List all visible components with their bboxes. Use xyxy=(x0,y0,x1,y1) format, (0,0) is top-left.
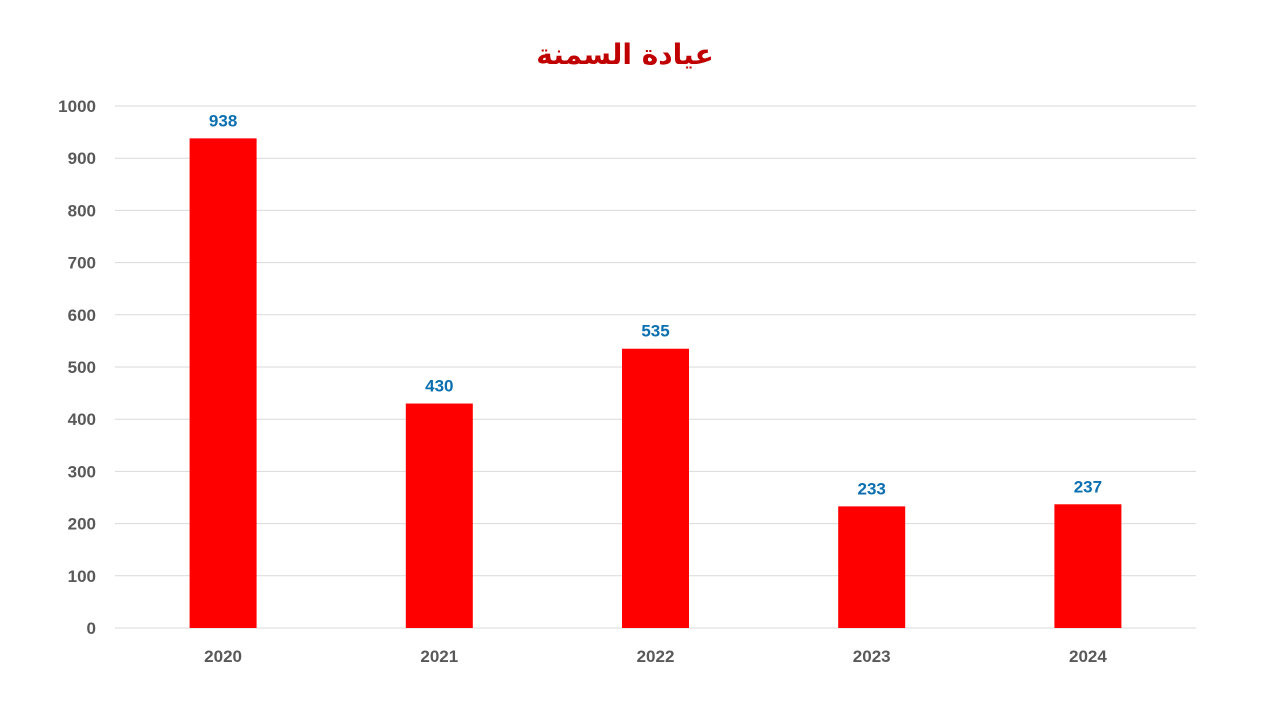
y-tick-label: 100 xyxy=(68,567,96,586)
data-label-2020: 938 xyxy=(209,111,237,130)
data-label-2021: 430 xyxy=(425,377,453,396)
bar-2020 xyxy=(189,138,257,628)
y-tick-label: 0 xyxy=(87,619,96,638)
data-label-2023: 233 xyxy=(858,479,886,498)
y-tick-label: 400 xyxy=(68,410,96,429)
bar-2023 xyxy=(838,506,906,628)
data-labels: 938 430 535 233 237 xyxy=(209,111,1102,498)
bar-2024 xyxy=(1054,504,1122,628)
x-tick-label-2020: 2020 xyxy=(204,647,242,666)
y-tick-label: 900 xyxy=(68,149,96,168)
y-tick-label: 700 xyxy=(68,254,96,273)
x-tick-label-2021: 2021 xyxy=(420,647,458,666)
data-label-2022: 535 xyxy=(641,322,669,341)
y-axis: 0 100 200 300 400 500 600 700 800 900 1000 xyxy=(58,97,96,638)
chart-title: عيادة السمنة xyxy=(536,38,714,71)
y-tick-label: 500 xyxy=(68,358,96,377)
bars xyxy=(189,138,1122,628)
y-tick-label: 300 xyxy=(68,462,96,481)
bar-2022 xyxy=(622,348,689,628)
y-tick-label: 600 xyxy=(68,306,96,325)
y-tick-label: 1000 xyxy=(58,97,96,116)
bar-2021 xyxy=(405,403,473,628)
y-tick-label: 800 xyxy=(68,201,96,220)
x-axis: 2020 2021 2022 2023 2024 xyxy=(204,647,1107,666)
x-tick-label-2022: 2022 xyxy=(637,647,675,666)
x-tick-label-2024: 2024 xyxy=(1069,647,1107,666)
x-tick-label-2023: 2023 xyxy=(853,647,891,666)
y-tick-label: 200 xyxy=(68,515,96,534)
data-label-2024: 237 xyxy=(1074,477,1102,496)
